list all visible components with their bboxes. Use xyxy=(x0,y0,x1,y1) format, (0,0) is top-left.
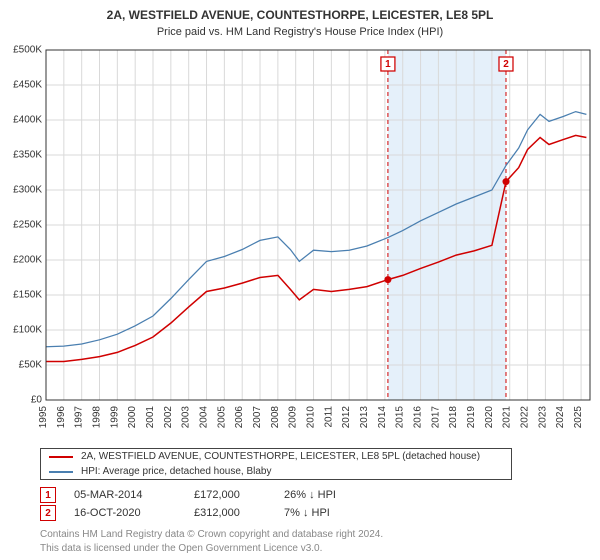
x-tick-label: 2004 xyxy=(199,406,210,429)
y-tick-label: £100K xyxy=(13,325,42,336)
y-tick-label: £200K xyxy=(13,255,42,266)
sale-date: 05-MAR-2014 xyxy=(74,489,194,501)
x-tick-label: 2012 xyxy=(341,406,352,429)
legend: 2A, WESTFIELD AVENUE, COUNTESTHORPE, LEI… xyxy=(40,448,512,480)
x-tick-label: 2005 xyxy=(216,406,227,429)
footer-line-2: This data is licensed under the Open Gov… xyxy=(40,542,383,556)
x-tick-label: 2015 xyxy=(395,406,406,429)
y-tick-label: £350K xyxy=(13,150,42,161)
sale-pct-vs-hpi: 7% ↓ HPI xyxy=(284,507,384,519)
footer-attribution: Contains HM Land Registry data © Crown c… xyxy=(40,528,383,555)
y-tick-label: £300K xyxy=(13,185,42,196)
x-tick-label: 2000 xyxy=(127,406,138,429)
legend-label: 2A, WESTFIELD AVENUE, COUNTESTHORPE, LEI… xyxy=(81,451,480,462)
x-tick-label: 2007 xyxy=(252,406,263,429)
x-tick-label: 1997 xyxy=(74,406,85,429)
x-tick-label: 2022 xyxy=(520,406,531,429)
x-tick-label: 2017 xyxy=(430,406,441,429)
x-tick-label: 2021 xyxy=(502,406,513,429)
y-tick-label: £250K xyxy=(13,220,42,231)
x-tick-label: 1996 xyxy=(56,406,67,429)
x-tick-label: 2008 xyxy=(270,406,281,429)
chart-container: 2A, WESTFIELD AVENUE, COUNTESTHORPE, LEI… xyxy=(0,0,600,560)
legend-swatch xyxy=(49,456,73,458)
x-tick-label: 2023 xyxy=(537,406,548,429)
sale-pct-vs-hpi: 26% ↓ HPI xyxy=(284,489,384,501)
y-tick-label: £150K xyxy=(13,290,42,301)
sale-marker-dot xyxy=(384,276,391,283)
price-chart: 1 2 £0 £50K £100K £150K £200K £250K £300K £350K £4… xyxy=(0,0,600,448)
sale-index-box: 2 xyxy=(40,505,56,521)
x-tick-label: 1998 xyxy=(92,406,103,429)
sale-marker-dot xyxy=(502,178,509,185)
x-tick-label: 2002 xyxy=(163,406,174,429)
y-tick-label: £450K xyxy=(13,80,42,91)
legend-label: HPI: Average price, detached house, Blab… xyxy=(81,466,272,477)
sale-index-box: 1 xyxy=(40,487,56,503)
x-tick-label: 2014 xyxy=(377,406,388,429)
down-arrow-icon: ↓ xyxy=(309,489,315,501)
x-tick-label: 2024 xyxy=(555,406,566,429)
x-tick-label: 2020 xyxy=(484,406,495,429)
x-tick-label: 2025 xyxy=(573,406,584,429)
y-tick-label: £500K xyxy=(13,45,42,56)
sale-marker-number: 1 xyxy=(385,59,391,70)
x-tick-label: 2006 xyxy=(234,406,245,429)
legend-swatch xyxy=(49,471,73,473)
sale-price: £172,000 xyxy=(194,489,284,501)
sale-row: 2 16-OCT-2020£312,0007% ↓ HPI xyxy=(40,504,384,522)
sale-row: 1 05-MAR-2014£172,00026% ↓ HPI xyxy=(40,486,384,504)
sale-marker-number: 2 xyxy=(503,59,509,70)
down-arrow-icon: ↓ xyxy=(303,507,309,519)
sale-date: 16-OCT-2020 xyxy=(74,507,194,519)
x-tick-label: 2010 xyxy=(306,406,317,429)
legend-item: 2A, WESTFIELD AVENUE, COUNTESTHORPE, LEI… xyxy=(41,449,511,464)
x-tick-label: 2011 xyxy=(323,406,334,428)
x-tick-label: 1995 xyxy=(38,406,49,429)
legend-item: HPI: Average price, detached house, Blab… xyxy=(41,464,511,479)
footer-line-1: Contains HM Land Registry data © Crown c… xyxy=(40,528,383,542)
x-tick-label: 2001 xyxy=(145,406,156,429)
sale-price: £312,000 xyxy=(194,507,284,519)
x-tick-label: 2018 xyxy=(448,406,459,429)
y-tick-label: £50K xyxy=(19,360,43,371)
sales-table: 1 05-MAR-2014£172,00026% ↓ HPI 2 16-OCT-202… xyxy=(40,486,384,522)
x-tick-label: 2016 xyxy=(413,406,424,429)
x-tick-label: 2003 xyxy=(181,406,192,429)
x-tick-label: 1999 xyxy=(109,406,120,429)
y-tick-label: £400K xyxy=(13,115,42,126)
y-tick-label: £0 xyxy=(31,395,43,406)
x-tick-label: 2009 xyxy=(288,406,299,429)
x-tick-label: 2019 xyxy=(466,406,477,429)
x-tick-label: 2013 xyxy=(359,406,370,429)
